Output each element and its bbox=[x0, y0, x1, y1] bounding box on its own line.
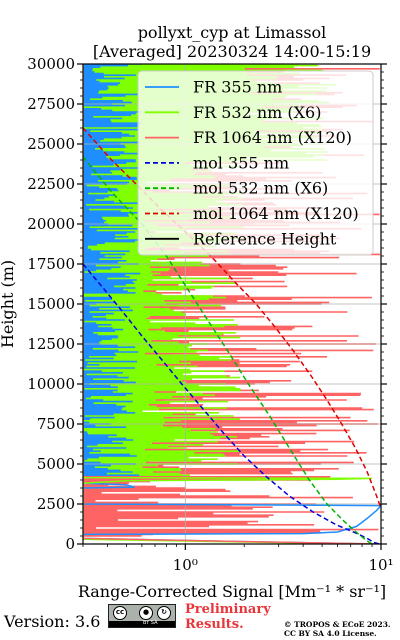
legend: FR 355 nm FR 532 nm (X6) FR 1064 nm (X120)… bbox=[137, 70, 374, 256]
chart-title-line2: [Averaged] 20230324 14:00-15:19 bbox=[93, 42, 371, 61]
x-axis-label: Range-Corrected Signal [Mm⁻¹ * sr⁻¹] bbox=[78, 582, 386, 601]
x-tick-label-0: 10⁰ bbox=[173, 556, 198, 574]
copyright-notice: © TROPOS & ECoE 2023. CC BY SA 4.0 Licen… bbox=[284, 620, 391, 638]
series-line-2 bbox=[83, 64, 381, 544]
y-axis-label: Height (m) bbox=[0, 260, 17, 348]
y-tick-label-9: 22500 bbox=[27, 175, 75, 193]
x-tick-label-1: 10¹ bbox=[368, 556, 393, 574]
y-tick-label-5: 12500 bbox=[27, 335, 75, 353]
copyright-line2: CC BY SA 4.0 License. bbox=[284, 629, 377, 638]
y-tick-label-1: 2500 bbox=[37, 495, 75, 513]
legend-label-2: FR 1064 nm (X120) bbox=[193, 128, 352, 147]
y-tick-label-2: 5000 bbox=[37, 455, 75, 473]
cc-license-badge: cc ● ↻ BY SA bbox=[108, 604, 176, 628]
copyright-line1: © TROPOS & ECoE 2023. bbox=[284, 620, 391, 629]
cc-logo-icon: cc bbox=[113, 606, 127, 620]
chart-title-line1: pollyxt_cyp at Limassol bbox=[138, 23, 327, 42]
sa-share-alike-icon: ↻ bbox=[157, 606, 171, 620]
legend-label-6: Reference Height bbox=[193, 229, 337, 248]
legend-label-3: mol 355 nm bbox=[193, 153, 289, 172]
axis-ticks: 0 2500 5000 7500 10000 12500 15000 17500 20000 22… bbox=[27, 55, 393, 574]
y-tick-label-4: 10000 bbox=[27, 375, 75, 393]
y-tick-label-10: 25000 bbox=[27, 135, 75, 153]
cc-badge-text: BY SA bbox=[143, 620, 158, 626]
legend-label-4: mol 532 nm (X6) bbox=[193, 179, 328, 198]
preliminary-line1: Preliminary bbox=[185, 602, 271, 617]
series-line-3 bbox=[83, 263, 380, 544]
y-tick-label-12: 30000 bbox=[27, 55, 75, 73]
y-tick-label-6: 15000 bbox=[27, 295, 75, 313]
y-tick-label-7: 17500 bbox=[27, 255, 75, 273]
y-tick-label-3: 7500 bbox=[37, 415, 75, 433]
version-label: Version: 3.6 bbox=[4, 612, 101, 631]
series-line-0 bbox=[83, 64, 381, 544]
by-attribution-icon: ● bbox=[139, 606, 153, 620]
series-line-4 bbox=[83, 156, 373, 544]
y-tick-label-8: 20000 bbox=[27, 215, 75, 233]
legend-label-1: FR 532 nm (X6) bbox=[193, 103, 321, 122]
y-tick-label-0: 0 bbox=[65, 535, 75, 553]
preliminary-line2: Results. bbox=[185, 617, 244, 632]
y-tick-label-11: 27500 bbox=[27, 95, 75, 113]
legend-box bbox=[137, 70, 374, 256]
legend-label-5: mol 1064 nm (X120) bbox=[193, 204, 359, 223]
legend-label-0: FR 355 nm bbox=[193, 78, 282, 97]
preliminary-notice: Preliminary Results. bbox=[185, 602, 271, 632]
